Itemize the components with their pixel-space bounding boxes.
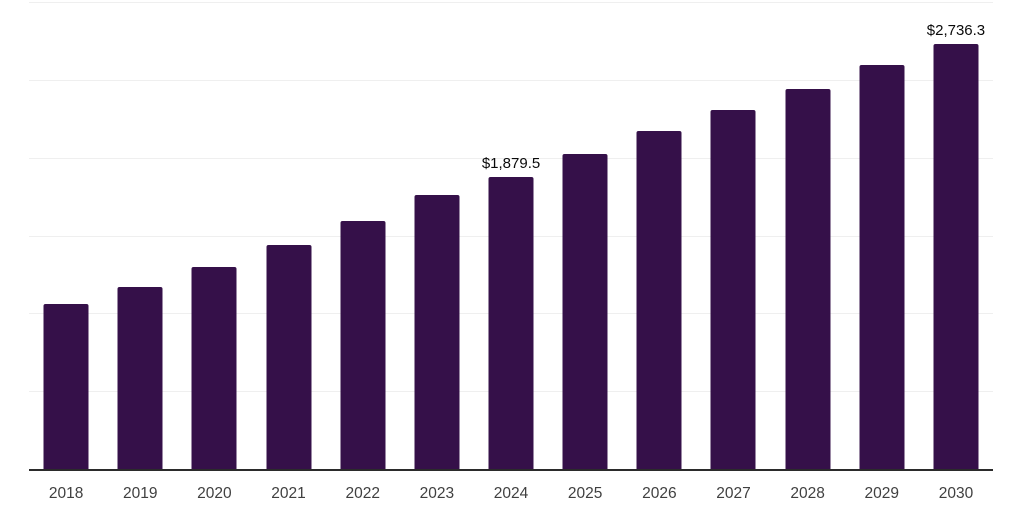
x-tick-2020: 2020: [197, 485, 232, 502]
data-label-2024: $1,879.5: [481, 155, 541, 173]
x-tick-2029: 2029: [864, 485, 900, 502]
bar-2029[interactable]: [859, 65, 905, 470]
x-tick-2030: 2030: [938, 485, 974, 502]
bar-group-2028: [771, 3, 845, 470]
bar-series: $1,879.5 $2,736.3: [29, 3, 993, 470]
bar-group-2023: [400, 3, 474, 470]
gridline-2000: [29, 157, 993, 159]
bar-2025[interactable]: [562, 154, 608, 470]
x-tick-2028: 2028: [790, 485, 825, 502]
x-axis-tick-labels: 2018 2019 2020 2021 2022 2023 2024 2025 2026 2027…: [29, 472, 993, 512]
bar-group-2029: [845, 3, 919, 470]
bar-group-2026: [622, 3, 696, 470]
x-tick-2018: 2018: [48, 485, 84, 502]
gridline-2500: [29, 79, 993, 81]
bar-2023[interactable]: [414, 195, 460, 470]
x-axis-line: [29, 469, 993, 471]
x-tick-2025: 2025: [567, 485, 603, 502]
bar-2019[interactable]: [117, 287, 163, 470]
bar-group-2030: $2,736.3: [919, 3, 993, 470]
x-tick-2026: 2026: [642, 485, 677, 502]
bar-2028[interactable]: [785, 88, 831, 470]
bar-group-2025: [548, 3, 622, 470]
bar-2024[interactable]: [488, 177, 534, 470]
bar-2030[interactable]: [933, 44, 979, 470]
x-tick-2021: 2021: [271, 485, 306, 502]
bar-group-2020: [177, 3, 251, 470]
x-tick-2027: 2027: [716, 485, 751, 502]
bar-2022[interactable]: [340, 220, 386, 470]
bar-group-2018: [29, 3, 103, 470]
x-tick-2023: 2023: [419, 485, 455, 502]
bar-group-2024: $1,879.5: [474, 3, 548, 470]
bar-2027[interactable]: [710, 110, 756, 470]
plot-area: $1,879.5 $2,736.3: [29, 2, 993, 471]
x-tick-2019: 2019: [122, 485, 158, 502]
x-tick-2022: 2022: [345, 485, 380, 502]
bar-2018[interactable]: [43, 304, 89, 470]
bar-2026[interactable]: [636, 130, 682, 470]
bar-group-2027: [696, 3, 770, 470]
gridline-3000: [29, 2, 993, 3]
data-label-2030: $2,736.3: [926, 22, 986, 40]
bar-group-2022: [326, 3, 400, 470]
bar-group-2019: [103, 3, 177, 470]
bar-group-2021: [251, 3, 325, 470]
bar-2020[interactable]: [191, 266, 237, 470]
bar-2021[interactable]: [266, 245, 312, 470]
x-tick-2024: 2024: [493, 485, 529, 502]
